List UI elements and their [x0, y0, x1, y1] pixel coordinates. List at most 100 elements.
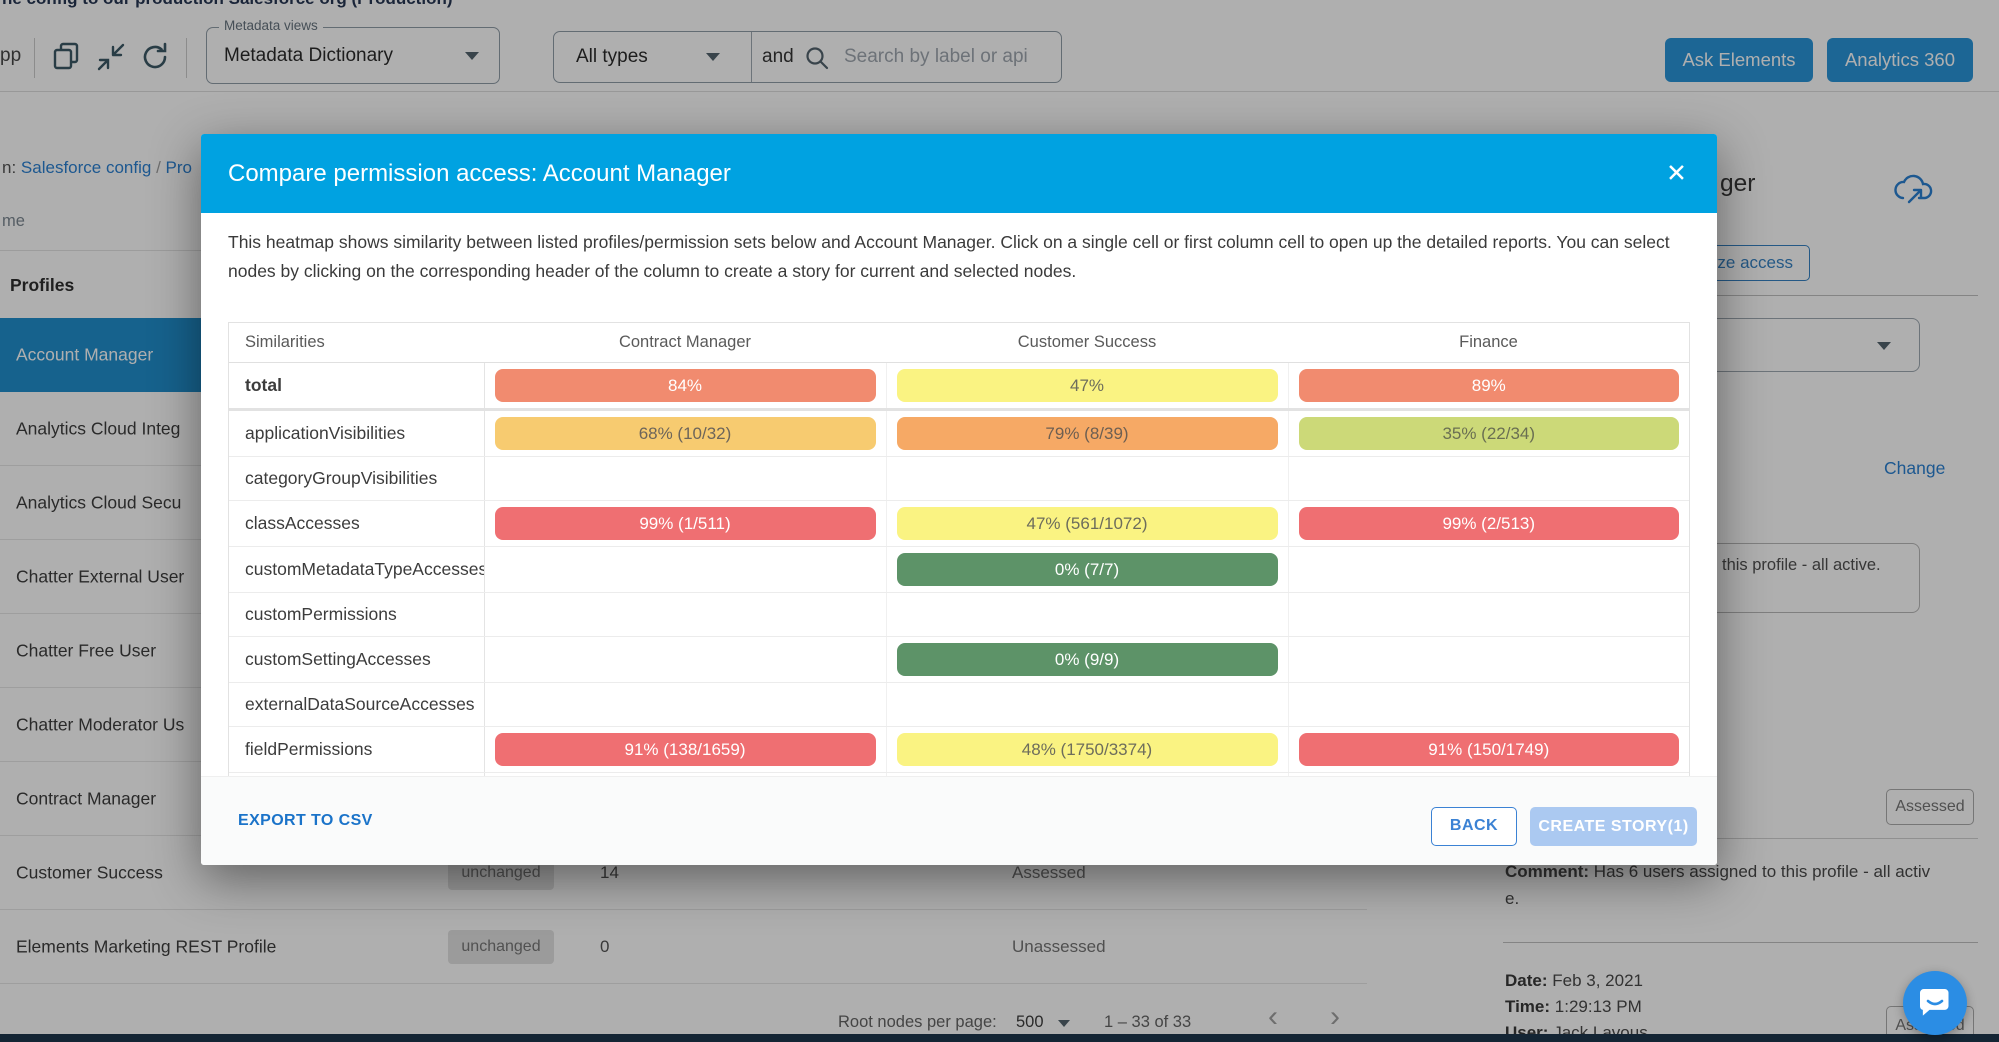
node-count: 0	[600, 936, 610, 956]
heatmap-row-label[interactable]: total	[229, 362, 485, 411]
heatmap-row-total: total 84% 47% 89%	[229, 362, 1689, 411]
date-label: Date:	[1505, 971, 1548, 990]
table-row-elements-marketing-rest-profile[interactable]: Elements Marketing REST Profile unchanged…	[0, 910, 1367, 984]
heatmap-row-label[interactable]: customMetadataTypeAccesses	[229, 546, 485, 593]
heatmap-col-customer-success[interactable]: Customer Success	[886, 323, 1288, 363]
heatmap-cell[interactable]: 79% (8/39)	[886, 409, 1289, 457]
heatmap-row-label[interactable]: classAccesses	[229, 500, 485, 547]
heatmap-col-contract-manager[interactable]: Contract Manager	[484, 323, 886, 363]
similarity-bar[interactable]: 99% (2/513)	[1298, 506, 1679, 540]
heatmap-cell[interactable]: 91% (150/1749)	[1288, 726, 1689, 773]
heatmap-table: Similarities Contract Manager Customer Suc…	[229, 323, 1689, 776]
breadcrumb-separator: /	[156, 158, 161, 177]
similarity-bar[interactable]: 35% (22/34)	[1298, 416, 1679, 450]
copy-icon[interactable]	[52, 42, 80, 74]
create-story-button[interactable]: CREATE STORY(1)	[1530, 807, 1697, 846]
collapse-icon[interactable]	[96, 42, 126, 72]
panel-title-clipped: ger	[1720, 170, 1756, 197]
type-filter-select[interactable]: All types	[576, 46, 648, 67]
change-link[interactable]: Change	[1884, 458, 1946, 478]
profile-name: Chatter Moderator Us	[16, 714, 185, 734]
caret-down-icon[interactable]	[706, 53, 720, 61]
metadata-views-select[interactable]: Metadata views Metadata Dictionary	[206, 18, 500, 84]
search-input[interactable]: Search by label or api	[844, 46, 1028, 67]
refresh-icon[interactable]	[140, 42, 170, 72]
heatmap-row-fieldpermissions: fieldPermissions 91% (138/1659) 48% (1750/…	[229, 726, 1689, 773]
similarity-bar[interactable]: 68% (10/32)	[494, 416, 876, 450]
similarity-bar[interactable]: 84%	[494, 368, 876, 402]
chevron-right-icon[interactable]: ›	[1330, 1000, 1340, 1033]
date-row: Date: Feb 3, 2021	[1505, 971, 1643, 991]
heatmap-cell[interactable]: 35% (22/34)	[1288, 409, 1689, 457]
main-toolbar: pp Metadata views Metadata Dictionary	[0, 18, 1999, 92]
similarity-bar[interactable]: 0% (7/7)	[896, 552, 1278, 586]
similarity-bar[interactable]: 47%	[896, 368, 1278, 402]
comment-text: Has 6 users assigned to this profile - a…	[1589, 862, 1931, 881]
chat-widget-button[interactable]	[1903, 971, 1967, 1035]
heatmap-row-applicationvisibilities: applicationVisibilities 68% (10/32) 79% (8…	[229, 409, 1689, 457]
filter-and-label: and	[762, 46, 794, 67]
heatmap-row-label[interactable]: externalDataSourceAccesses	[229, 682, 485, 727]
name-column-header-clipped: me	[2, 212, 25, 230]
heatmap-row-label[interactable]: categoryGroupVisibilities	[229, 456, 485, 501]
cloud-share-icon[interactable]	[1892, 172, 1934, 204]
heatmap-cell	[484, 546, 887, 593]
breadcrumb: n: Salesforce config / Pro	[2, 158, 192, 178]
heatmap-cell[interactable]: 47% (561/1072)	[886, 500, 1289, 547]
profile-name: Analytics Cloud Secu	[16, 492, 182, 512]
search-filter-box: All types and Search by label or api	[553, 31, 1062, 83]
chevron-left-icon[interactable]: ‹	[1268, 1000, 1278, 1033]
heatmap-col-similarities: Similarities	[229, 323, 484, 363]
time-label: Time:	[1505, 997, 1551, 1016]
heatmap-row-label[interactable]: fieldPermissions	[229, 726, 485, 773]
profile-name: Contract Manager	[16, 788, 157, 808]
close-icon[interactable]: ✕	[1666, 159, 1687, 187]
heatmap-cell[interactable]: 99% (1/511)	[484, 500, 887, 547]
metadata-views-value: Metadata Dictionary	[224, 45, 393, 66]
heatmap-cell[interactable]: 47%	[886, 362, 1289, 411]
similarity-bar[interactable]: 89%	[1298, 368, 1679, 402]
modal-description: This heatmap shows similarity between li…	[228, 232, 1670, 281]
page-size-value[interactable]: 500	[1016, 1013, 1044, 1031]
similarity-bar[interactable]: 48% (1750/3374)	[896, 732, 1278, 766]
heatmap-row-label[interactable]: flowAccesses	[229, 772, 485, 776]
heatmap-row-flowaccesses: flowAccesses	[229, 772, 1689, 776]
heatmap-cell	[1288, 546, 1689, 593]
heatmap-cell[interactable]: 48% (1750/3374)	[886, 726, 1289, 773]
heatmap-cell[interactable]: 84%	[484, 362, 887, 411]
heatmap-cell[interactable]: 99% (2/513)	[1288, 500, 1689, 547]
export-to-csv-link[interactable]: EXPORT TO CSV	[238, 812, 373, 829]
heatmap-row-label[interactable]: applicationVisibilities	[229, 409, 485, 457]
page-size-label: Root nodes per page:	[838, 1013, 997, 1031]
heatmap-cell[interactable]: 0% (9/9)	[886, 636, 1289, 683]
heatmap-cell	[1288, 682, 1689, 727]
heatmap-row-label[interactable]: customSettingAccesses	[229, 636, 485, 683]
caret-down-icon[interactable]	[1058, 1020, 1070, 1027]
heatmap-row-custommetadatatypeaccesses: customMetadataTypeAccesses 0% (7/7)	[229, 546, 1689, 593]
heatmap-col-finance[interactable]: Finance	[1288, 323, 1689, 363]
similarity-bar[interactable]: 91% (138/1659)	[494, 732, 876, 766]
heatmap-cell[interactable]: 68% (10/32)	[484, 409, 887, 457]
back-button[interactable]: BACK	[1431, 807, 1517, 846]
similarity-bar[interactable]: 0% (9/9)	[896, 642, 1278, 676]
similarity-bar[interactable]: 79% (8/39)	[896, 416, 1278, 450]
heatmap-cell	[484, 636, 887, 683]
heatmap-cell[interactable]: 91% (138/1659)	[484, 726, 887, 773]
time-row: Time: 1:29:13 PM	[1505, 997, 1642, 1017]
breadcrumb-link-salesforce-config[interactable]: Salesforce config	[20, 158, 152, 177]
comment-text-wrap: e.	[1505, 889, 1520, 908]
similarity-bar[interactable]: 91% (150/1749)	[1298, 732, 1679, 766]
similarity-bar[interactable]: 99% (1/511)	[494, 506, 876, 540]
heatmap-cell[interactable]: 89%	[1288, 362, 1689, 411]
change-badge: unchanged	[448, 929, 554, 964]
analytics-360-button[interactable]: Analytics 360	[1827, 38, 1973, 82]
heatmap-cell[interactable]: 0% (7/7)	[886, 546, 1289, 593]
heatmap-row-label[interactable]: customPermissions	[229, 592, 485, 637]
profile-name: Customer Success	[16, 862, 163, 882]
panel-info-text-clipped: this profile - all active.	[1722, 556, 1881, 574]
breadcrumb-link-pro[interactable]: Pro	[165, 158, 192, 177]
similarity-bar[interactable]: 47% (561/1072)	[896, 506, 1278, 540]
ask-elements-button[interactable]: Ask Elements	[1665, 38, 1813, 82]
assessment-status: Unassessed	[1012, 936, 1106, 956]
heatmap-cell	[1288, 456, 1689, 501]
